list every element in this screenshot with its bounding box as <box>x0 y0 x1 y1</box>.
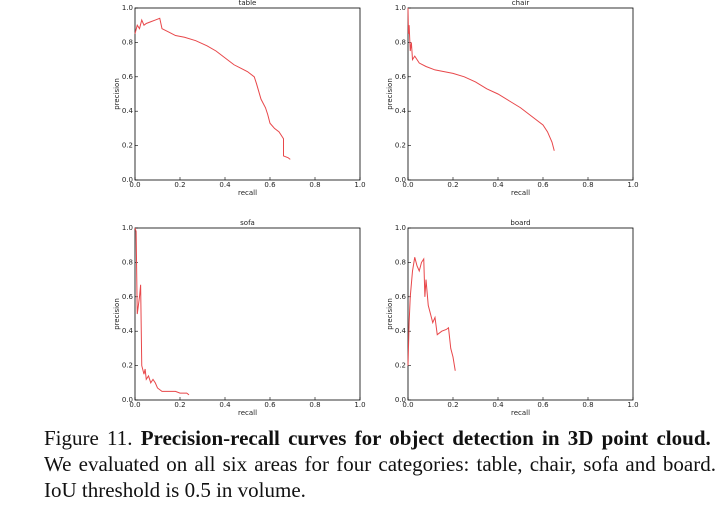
y-axis-label: precision <box>386 78 394 110</box>
plot-frame <box>407 227 634 401</box>
y-tick-label: 1.0 <box>122 4 133 12</box>
plot-frame <box>134 7 361 181</box>
x-axis-label: recall <box>511 189 530 197</box>
x-tick-label: 1.0 <box>354 401 365 409</box>
y-tick-label: 0.0 <box>122 176 133 184</box>
y-tick-label: 0.4 <box>395 327 407 335</box>
x-tick-label: 0.6 <box>537 181 549 189</box>
y-tick-label: 0.6 <box>395 73 407 81</box>
y-tick-label: 1.0 <box>122 224 133 232</box>
y-tick-label: 0.8 <box>395 258 406 266</box>
x-tick-label: 0.0 <box>129 401 140 409</box>
y-tick-label: 0.0 <box>395 396 406 404</box>
x-axis-label: recall <box>238 189 257 197</box>
y-tick-label: 0.0 <box>395 176 406 184</box>
x-tick-label: 1.0 <box>354 181 365 189</box>
caption-label: Figure 11. <box>44 426 133 450</box>
y-tick-label: 0.4 <box>122 327 134 335</box>
x-tick-label: 1.0 <box>627 181 638 189</box>
pr-curve <box>407 7 555 151</box>
x-tick-label: 0.4 <box>219 401 231 409</box>
pr-curve <box>134 227 190 396</box>
y-tick-label: 0.2 <box>122 362 133 370</box>
x-tick-label: 0.2 <box>447 401 458 409</box>
x-tick-label: 0.8 <box>582 181 593 189</box>
x-tick-label: 0.2 <box>174 401 185 409</box>
pr-curve <box>134 17 291 160</box>
x-tick-label: 0.4 <box>492 401 504 409</box>
y-tick-label: 1.0 <box>395 4 406 12</box>
y-tick-label: 0.2 <box>395 142 406 150</box>
y-tick-label: 0.6 <box>122 293 134 301</box>
y-axis-label: precision <box>113 78 121 110</box>
x-tick-label: 0.4 <box>492 181 504 189</box>
chart-title: table <box>239 0 257 7</box>
y-axis-label: precision <box>386 298 394 330</box>
x-tick-label: 0.0 <box>129 181 140 189</box>
x-axis-label: recall <box>511 409 530 417</box>
chart-title: chair <box>512 0 530 7</box>
y-tick-label: 0.4 <box>122 107 134 115</box>
figure: table recall precision 0.0 0.2 0.4 0.6 0.8 1.0 0.… <box>113 0 639 417</box>
y-tick-label: 0.0 <box>122 396 133 404</box>
y-tick-label: 0.6 <box>122 73 134 81</box>
y-tick-label: 1.0 <box>395 224 406 232</box>
caption-bold: Precision-recall curves for object detec… <box>140 426 711 450</box>
x-tick-label: 0.0 <box>402 181 413 189</box>
x-tick-label: 0.2 <box>447 181 458 189</box>
y-tick-label: 0.2 <box>122 142 133 150</box>
chart-title: board <box>510 219 530 227</box>
x-tick-label: 1.0 <box>627 401 638 409</box>
x-tick-label: 0.6 <box>264 181 276 189</box>
x-tick-label: 0.8 <box>309 181 320 189</box>
y-tick-label: 0.2 <box>395 362 406 370</box>
plot-frame <box>134 227 361 401</box>
x-tick-label: 0.8 <box>309 401 320 409</box>
x-tick-label: 0.6 <box>264 401 276 409</box>
x-tick-label: 0.2 <box>174 181 185 189</box>
y-tick-label: 0.6 <box>395 293 407 301</box>
chart-title: sofa <box>240 219 255 227</box>
x-tick-label: 0.6 <box>537 401 549 409</box>
plot-frame <box>407 7 634 181</box>
caption: Figure 11. Precision-recall curves for o… <box>44 425 716 503</box>
x-tick-label: 0.8 <box>582 401 593 409</box>
y-tick-label: 0.8 <box>395 38 406 46</box>
x-axis-label: recall <box>238 409 257 417</box>
caption-text: We evaluated on all six areas for four c… <box>44 452 716 502</box>
y-tick-label: 0.4 <box>395 107 407 115</box>
x-tick-label: 0.4 <box>219 181 231 189</box>
y-axis-label: precision <box>113 298 121 330</box>
pr-curve <box>407 257 456 371</box>
y-tick-label: 0.8 <box>122 258 133 266</box>
x-tick-label: 0.0 <box>402 401 413 409</box>
y-tick-label: 0.8 <box>122 38 133 46</box>
